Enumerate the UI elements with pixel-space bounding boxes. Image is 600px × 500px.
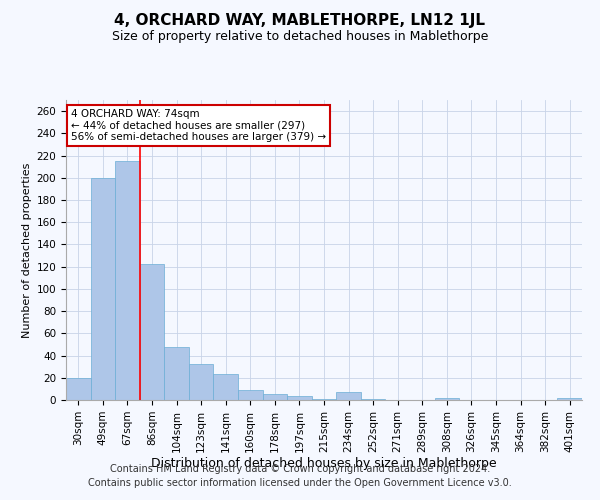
Bar bbox=[557, 398, 582, 400]
Bar bbox=[214, 374, 238, 400]
Bar bbox=[263, 394, 287, 400]
Bar bbox=[434, 398, 459, 400]
Bar bbox=[91, 178, 115, 400]
Bar bbox=[287, 396, 312, 400]
Bar bbox=[66, 378, 91, 400]
Bar bbox=[164, 346, 189, 400]
X-axis label: Distribution of detached houses by size in Mablethorpe: Distribution of detached houses by size … bbox=[151, 458, 497, 470]
Bar bbox=[238, 390, 263, 400]
Text: Size of property relative to detached houses in Mablethorpe: Size of property relative to detached ho… bbox=[112, 30, 488, 43]
Text: 4 ORCHARD WAY: 74sqm
← 44% of detached houses are smaller (297)
56% of semi-deta: 4 ORCHARD WAY: 74sqm ← 44% of detached h… bbox=[71, 109, 326, 142]
Bar bbox=[115, 161, 140, 400]
Y-axis label: Number of detached properties: Number of detached properties bbox=[22, 162, 32, 338]
Bar bbox=[312, 399, 336, 400]
Text: 4, ORCHARD WAY, MABLETHORPE, LN12 1JL: 4, ORCHARD WAY, MABLETHORPE, LN12 1JL bbox=[115, 12, 485, 28]
Bar bbox=[140, 264, 164, 400]
Bar bbox=[361, 399, 385, 400]
Text: Contains HM Land Registry data © Crown copyright and database right 2024.
Contai: Contains HM Land Registry data © Crown c… bbox=[88, 464, 512, 487]
Bar bbox=[336, 392, 361, 400]
Bar bbox=[189, 364, 214, 400]
